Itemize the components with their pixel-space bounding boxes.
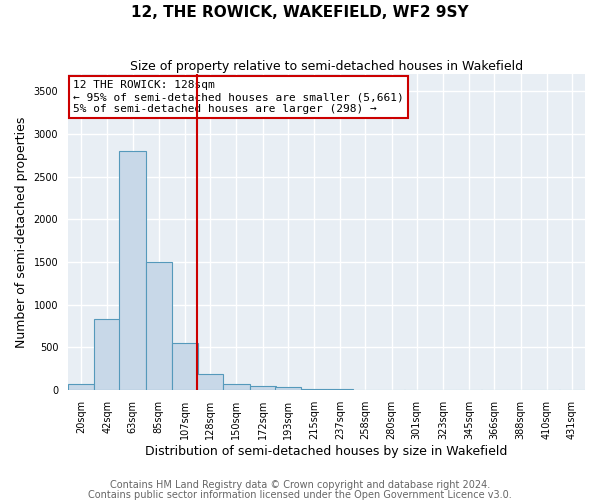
Bar [146,262,172,390]
Text: 12, THE ROWICK, WAKEFIELD, WF2 9SY: 12, THE ROWICK, WAKEFIELD, WF2 9SY [131,5,469,20]
Text: Contains public sector information licensed under the Open Government Licence v3: Contains public sector information licen… [88,490,512,500]
Title: Size of property relative to semi-detached houses in Wakefield: Size of property relative to semi-detach… [130,60,523,73]
Bar [275,388,301,390]
Bar [68,384,94,390]
Text: Contains HM Land Registry data © Crown copyright and database right 2024.: Contains HM Land Registry data © Crown c… [110,480,490,490]
Bar [172,343,198,390]
Bar [94,319,121,390]
Text: 12 THE ROWICK: 128sqm
← 95% of semi-detached houses are smaller (5,661)
5% of se: 12 THE ROWICK: 128sqm ← 95% of semi-deta… [73,80,404,114]
X-axis label: Distribution of semi-detached houses by size in Wakefield: Distribution of semi-detached houses by … [145,444,508,458]
Bar [250,386,276,390]
Y-axis label: Number of semi-detached properties: Number of semi-detached properties [15,116,28,348]
Bar [197,374,223,390]
Bar [119,151,146,390]
Bar [223,384,250,390]
